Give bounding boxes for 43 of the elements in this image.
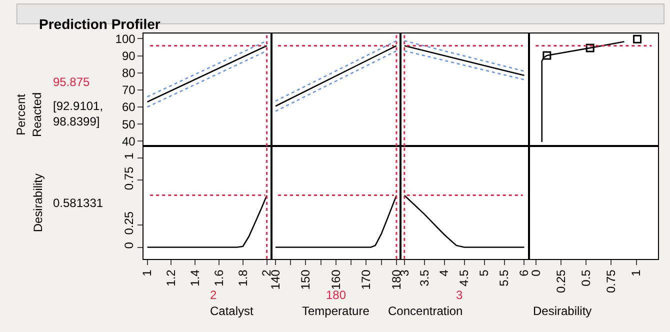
x-tick-label: 1 [140,269,154,276]
x-tick-label: 4 [437,269,452,276]
ref-line-label: 95.875 [53,75,90,89]
chart-title: Prediction Profiler [39,16,161,32]
y-tick-label: 100 [115,32,136,46]
y-tick-label: 0.25 [122,211,136,235]
x-axis-title: Desirability [533,304,592,318]
x-tick-label: 170 [359,269,374,290]
x-tick-label: 0.75 [604,269,618,294]
x-tick-label: 150 [298,269,313,290]
x-tick-label: 1.8 [236,269,250,286]
x-axis-title: Temperature [302,304,370,318]
x-tick-label: 1.6 [212,269,226,286]
x-tick-label: 1.2 [164,269,178,286]
x-tick-label: 5 [477,269,492,276]
y-tick-label: 60 [122,100,136,114]
y-axis-title: Desirability [31,173,46,232]
x-tick-label: 3.5 [417,269,432,286]
y-tick-label: 40 [122,134,136,148]
y-tick-label: 0.75 [122,166,136,190]
x-axis-title: Concentration [388,304,463,318]
y-tick-label: 1 [122,152,136,160]
ref-line-label: 2 [210,288,217,302]
text: 0.581331 [53,196,104,210]
x-tick-label: 0 [528,269,543,276]
x-tick-label: 1 [629,269,644,276]
x-tick-label: 0.25 [554,269,568,294]
x-tick-label: 5.5 [497,269,512,286]
x-tick-label: 160 [328,269,343,290]
y-tick-label: 80 [122,66,136,80]
y-tick-label: 70 [122,83,136,98]
x-tick-label: 6 [517,269,532,276]
x-axis-title: Catalyst [210,304,254,318]
text: [92.9101, 98.8399] [53,99,104,129]
y-tick-label: 50 [122,117,136,132]
ref-line-label: 180 [326,288,346,302]
x-tick-label: 1.4 [188,269,202,286]
ref-line-label: 3 [456,288,463,302]
y-tick-label: 0 [122,242,136,249]
y-axis-title: Percent Reacted [14,92,44,138]
x-tick-label: 0.5 [578,269,593,286]
y-tick-label: 90 [122,48,136,63]
x-tick-label: 4.5 [457,269,472,286]
